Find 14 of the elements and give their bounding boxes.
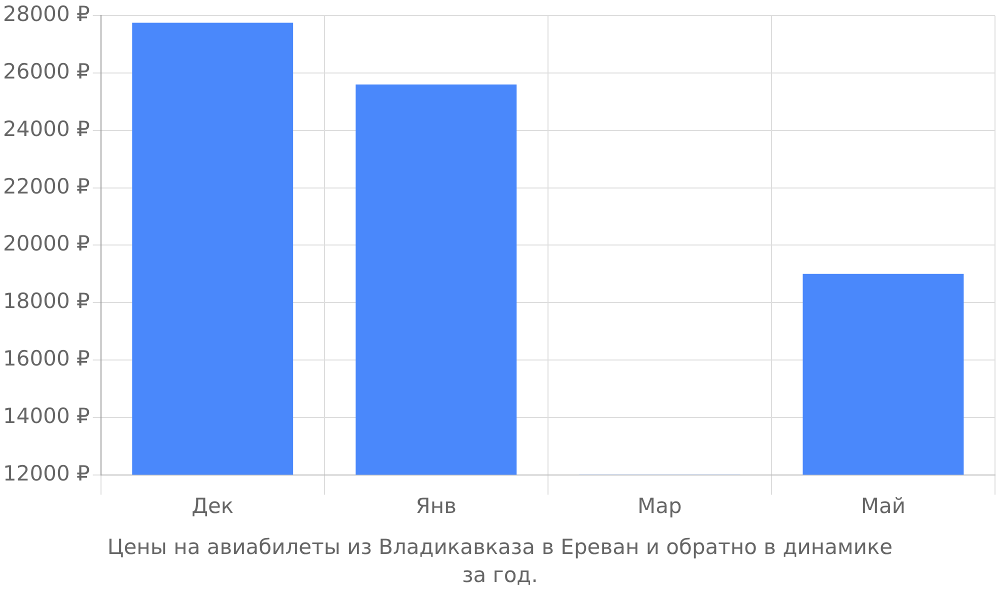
x-tick-label: Янв — [416, 494, 456, 518]
x-tick-label: Мар — [638, 494, 682, 518]
x-tick-label: Май — [860, 494, 906, 518]
y-tick-label: 26000 ₽ — [2, 59, 90, 84]
text: Цены на авиабилеты из Владикавказа в Ереван и обратно в динамике за год. — [106, 534, 894, 589]
y-tick-label: 28000 ₽ — [2, 2, 90, 26]
y-tick-label: 24000 ₽ — [2, 116, 90, 141]
y-tick-label: 12000 ₽ — [2, 461, 90, 486]
y-tick-label: 22000 ₽ — [2, 174, 90, 198]
y-tick-label: 16000 ₽ — [2, 346, 90, 370]
y-tick-label: 18000 ₽ — [2, 289, 90, 314]
y-tick-label: 20000 ₽ — [2, 232, 90, 256]
x-tick-label: Дек — [192, 494, 234, 518]
y-tick-label: 14000 ₽ — [2, 404, 90, 428]
